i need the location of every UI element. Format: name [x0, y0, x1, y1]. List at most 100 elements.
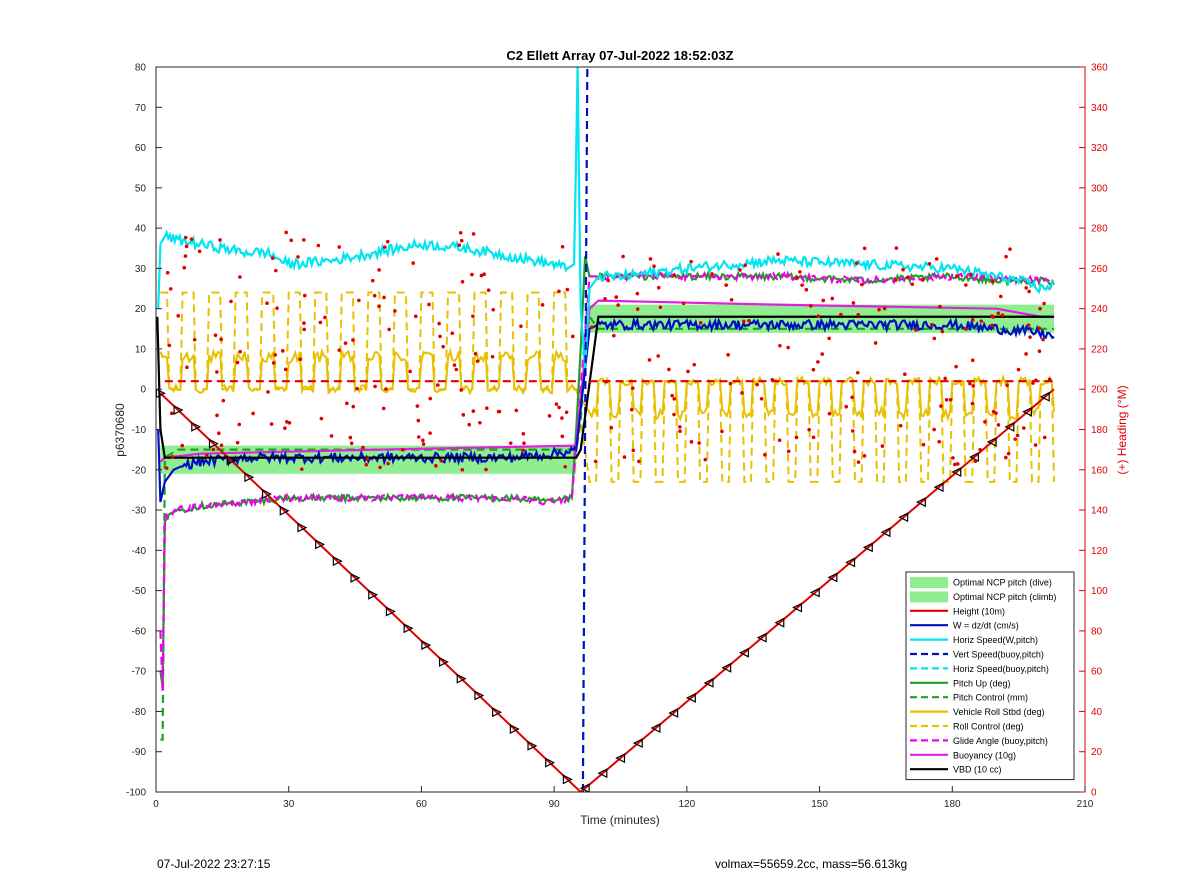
heading-point	[854, 261, 859, 265]
heading-point	[970, 318, 975, 322]
height-marker	[279, 505, 290, 516]
heading-point	[215, 370, 219, 374]
height-marker	[527, 740, 538, 751]
heading-point	[996, 311, 1001, 315]
heading-point	[944, 398, 949, 402]
heading-point	[382, 245, 387, 249]
heading-point	[364, 462, 369, 467]
heading-point	[401, 447, 405, 452]
heading-point	[998, 294, 1003, 299]
legend-label: Height (10m)	[953, 606, 1005, 616]
y-tick-label: 40	[135, 224, 147, 235]
heading-point	[851, 301, 856, 305]
y2-tick-label: 360	[1091, 63, 1108, 74]
heading-point	[183, 235, 188, 240]
heading-point	[387, 327, 391, 332]
heading-point	[697, 441, 701, 445]
heading-point	[467, 422, 472, 427]
y-tick-label: 50	[135, 183, 147, 194]
heading-point	[484, 406, 489, 410]
heading-point	[932, 336, 937, 341]
y2-tick-label: 40	[1091, 707, 1103, 718]
height-marker	[739, 647, 749, 658]
heading-point	[373, 384, 377, 389]
heading-point	[283, 367, 288, 372]
heading-point	[169, 411, 174, 416]
y-tick-label: -30	[132, 506, 147, 517]
x-tick-label: 30	[283, 799, 295, 810]
heading-point	[800, 283, 804, 287]
heading-point	[929, 322, 934, 327]
legend-label: W = dz/dt (cm/s)	[953, 621, 1019, 631]
y-tick-label: -20	[132, 465, 147, 476]
heading-point	[316, 243, 321, 248]
heading-point	[898, 423, 903, 428]
heading-point	[603, 296, 607, 301]
heading-point	[648, 257, 653, 261]
heading-point	[439, 459, 444, 463]
height-marker	[368, 589, 379, 600]
heading-point	[219, 443, 224, 448]
heading-point	[729, 298, 734, 302]
height-marker	[986, 436, 997, 447]
heading-point	[238, 349, 242, 354]
heading-point	[1041, 337, 1045, 342]
heading-point	[943, 376, 947, 381]
heading-point	[593, 459, 598, 464]
x-tick-label: 150	[811, 799, 828, 810]
y2-tick-label: 180	[1091, 425, 1108, 436]
height-marker	[1004, 421, 1015, 432]
heading-point	[269, 422, 274, 426]
heading-point	[606, 278, 611, 283]
heading-point	[973, 459, 978, 464]
height-marker	[650, 723, 661, 733]
y-tick-label: -100	[126, 788, 146, 799]
height-marker	[261, 489, 272, 499]
height-marker	[792, 602, 803, 613]
heading-point	[197, 249, 202, 254]
height-marker	[597, 768, 608, 779]
heading-point	[459, 388, 464, 392]
heading-point	[319, 416, 324, 421]
heading-point	[540, 303, 545, 307]
heading-point	[794, 276, 799, 280]
y-tick-label: -70	[132, 667, 147, 678]
height-marker	[774, 617, 785, 628]
heading-point	[811, 435, 816, 440]
heading-point	[1028, 335, 1032, 339]
heading-point	[983, 420, 987, 424]
heading-point	[460, 279, 465, 284]
heading-point	[726, 353, 730, 357]
heading-point	[816, 360, 820, 364]
heading-point	[763, 452, 767, 457]
heading-point	[274, 268, 278, 273]
heading-point	[1037, 326, 1042, 330]
y-tick-label: 60	[135, 143, 147, 154]
heading-point	[964, 283, 968, 287]
heading-point	[844, 404, 849, 409]
heading-point	[479, 273, 484, 278]
heading-point	[471, 409, 476, 413]
legend-swatch	[910, 591, 948, 603]
heading-point	[428, 431, 432, 435]
height-marker	[438, 656, 449, 667]
heading-point	[951, 456, 955, 460]
heading-point	[560, 416, 564, 420]
heading-point	[996, 423, 1001, 427]
y-tick-label: -90	[132, 747, 147, 758]
heading-point	[238, 275, 242, 279]
heading-point	[218, 238, 222, 242]
heading-point	[270, 256, 275, 260]
height-marker	[509, 724, 520, 735]
heading-point	[720, 429, 724, 434]
legend-swatch	[910, 577, 948, 588]
heading-point	[521, 431, 526, 436]
heading-point	[471, 232, 476, 236]
heading-point	[1006, 451, 1011, 456]
heading-point	[880, 444, 885, 448]
series-vert-speed-buoy-pitch	[581, 67, 589, 792]
heading-point	[189, 237, 194, 241]
heading-point	[612, 333, 616, 338]
heading-point	[955, 462, 960, 466]
heading-point	[490, 354, 495, 359]
